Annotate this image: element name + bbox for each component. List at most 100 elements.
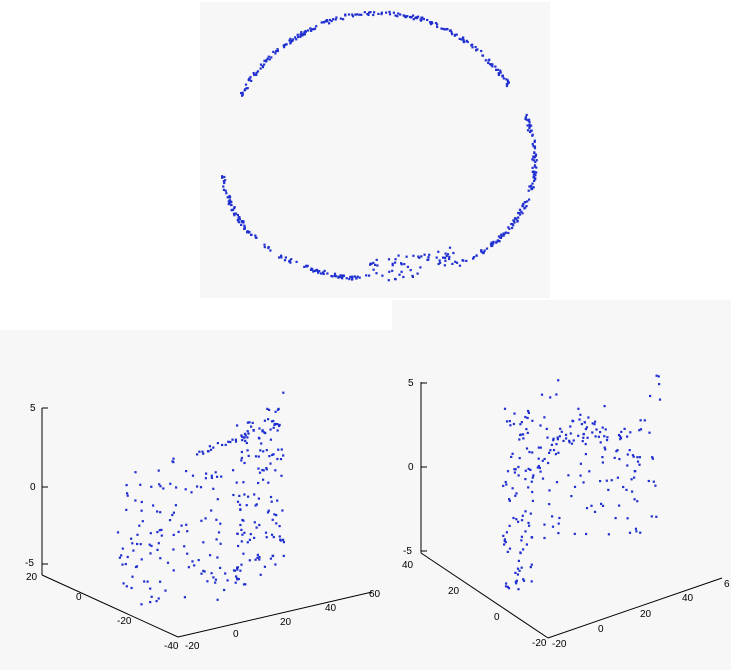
left-scatter-point: [274, 469, 277, 472]
left-scatter-point: [276, 429, 279, 432]
left-scatter-point: [267, 509, 270, 512]
ring-point: [267, 246, 270, 250]
right-scatter-point: [509, 424, 512, 427]
left-scatter-point: [219, 566, 222, 569]
ring-point: [455, 261, 459, 264]
left-scatter-point: [247, 432, 250, 435]
right-scatter-point: [651, 457, 654, 460]
ring-point: [474, 46, 477, 49]
right-scatter-point: [634, 527, 637, 530]
left-scatter-point: [224, 572, 227, 575]
left-scatter-point: [278, 535, 281, 538]
right-scatter-point: [520, 535, 523, 538]
ring-point: [388, 13, 392, 16]
ring-point: [535, 159, 538, 162]
ring-point: [503, 232, 506, 235]
right-scatter-point: [543, 523, 546, 526]
left-scatter-point: [172, 533, 175, 536]
left-scatter-point: [177, 530, 180, 533]
ring-point: [534, 174, 537, 177]
left-x-tick-label: 0: [233, 629, 239, 640]
right-scatter-point: [579, 462, 582, 465]
ring-points: [221, 10, 538, 282]
ring-point: [436, 23, 439, 26]
ring-point: [245, 87, 248, 90]
ring-point: [351, 275, 354, 278]
ring-point: [532, 176, 535, 179]
left-scatter-point: [242, 583, 246, 586]
right-scatter-point: [519, 551, 522, 554]
ring-point: [354, 13, 357, 16]
right-scatter-point: [581, 440, 584, 443]
right-scatter-point: [531, 476, 534, 479]
ring-point: [400, 270, 403, 273]
ring-point: [491, 244, 494, 247]
left-scatter-point: [240, 434, 243, 437]
left-scatter-point: [238, 503, 242, 506]
left-x-tick-label: 60: [369, 589, 381, 600]
left-scatter-point: [263, 419, 266, 422]
ring-point: [367, 13, 370, 16]
right-scatter-point: [526, 431, 529, 434]
ring-point: [500, 235, 503, 238]
left-scatter-point: [272, 536, 275, 539]
ring-point: [471, 43, 474, 46]
right-scatter-point: [580, 423, 583, 426]
right-scatter-point: [531, 490, 534, 494]
right-scatter-point: [591, 431, 594, 434]
left-scatter-point: [279, 538, 282, 541]
ring-point: [525, 118, 528, 121]
left-scatter-point: [274, 563, 277, 566]
right-scatter-point: [585, 426, 588, 429]
left-scatter-point: [261, 468, 264, 472]
ring-point: [376, 264, 379, 267]
right-scatter-point: [638, 463, 641, 466]
ring-point: [518, 208, 522, 211]
right-scatter-point: [633, 498, 636, 501]
ring-point: [369, 11, 372, 14]
ring-point: [235, 212, 238, 215]
ring-point: [524, 116, 527, 119]
left-scatter-point: [256, 553, 259, 556]
left-scatter-point: [282, 538, 285, 541]
right-scatter-point: [527, 486, 530, 489]
ring-point: [313, 269, 317, 272]
right-panel-background: [392, 300, 731, 670]
ring-point: [244, 88, 247, 91]
ring-point: [256, 70, 260, 73]
right-scatter-point: [559, 427, 562, 430]
ring-point: [463, 41, 466, 44]
left-scatter-point: [121, 547, 124, 550]
left-scatter-point: [273, 513, 276, 516]
left-scatter-point: [125, 508, 128, 511]
left-scatter-point: [263, 565, 266, 568]
left-scatter-point: [269, 495, 273, 499]
right-scatter-point: [658, 383, 661, 386]
right-x-tick-label: 40: [682, 593, 694, 604]
ring-point: [303, 32, 306, 35]
ring-point: [528, 123, 531, 127]
ring-point: [250, 79, 253, 82]
right-scatter-point: [557, 379, 560, 382]
ring-point: [460, 38, 463, 41]
ring-point: [444, 252, 447, 255]
ring-point: [283, 259, 287, 262]
ring-point: [353, 275, 356, 278]
ring-point: [274, 52, 277, 55]
left-scatter-point: [172, 511, 175, 514]
right-scatter-point: [517, 474, 520, 477]
ring-point: [417, 255, 420, 258]
right-scatter-point: [603, 446, 606, 449]
left-scatter-point: [258, 523, 261, 527]
right-scatter-point: [505, 582, 508, 585]
left-scatter-point: [236, 500, 240, 503]
ring-point: [289, 261, 292, 264]
ring-point: [420, 255, 423, 258]
right-scatter-point: [518, 457, 521, 460]
left-scatter-point: [271, 518, 274, 521]
left-scatter-point: [219, 542, 222, 545]
ring-point: [406, 265, 409, 268]
right-scatter-point: [597, 435, 600, 438]
right-scatter-point: [652, 480, 655, 483]
ring-point: [310, 267, 313, 270]
